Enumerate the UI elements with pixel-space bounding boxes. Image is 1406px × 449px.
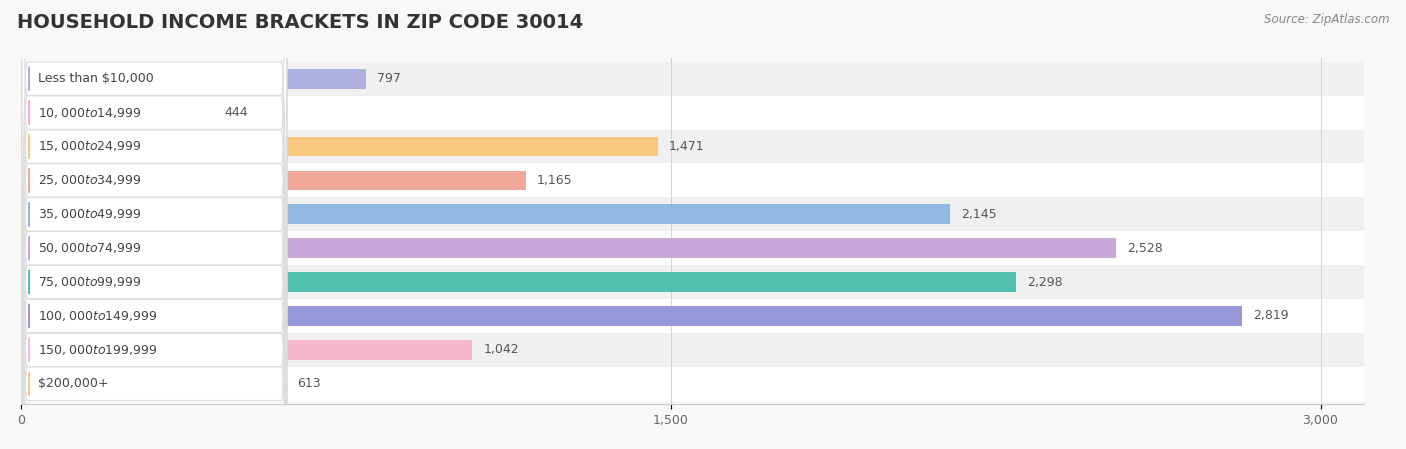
Bar [0,231,1406,265]
Bar [21,306,1241,326]
Bar [0,265,1406,299]
Bar [21,204,950,224]
Text: 1,471: 1,471 [669,140,704,153]
Bar [21,136,658,156]
Bar [0,333,1406,367]
Text: 797: 797 [377,72,401,85]
FancyBboxPatch shape [22,0,287,449]
Text: $10,000 to $14,999: $10,000 to $14,999 [38,106,141,119]
FancyBboxPatch shape [22,0,287,449]
FancyBboxPatch shape [22,0,287,449]
Text: 444: 444 [224,106,247,119]
Bar [0,198,1406,231]
Bar [0,96,1406,130]
Text: $200,000+: $200,000+ [38,377,108,390]
Text: 2,528: 2,528 [1126,242,1163,255]
Bar [21,171,526,190]
Bar [0,163,1406,198]
FancyBboxPatch shape [22,0,287,449]
Text: 2,819: 2,819 [1253,309,1288,322]
FancyBboxPatch shape [22,0,287,449]
FancyBboxPatch shape [22,0,287,449]
Bar [0,130,1406,163]
Text: 613: 613 [298,377,321,390]
Bar [21,340,472,360]
FancyBboxPatch shape [22,0,287,449]
Bar [0,299,1406,333]
Bar [21,103,214,123]
FancyBboxPatch shape [22,0,287,449]
Bar [21,238,1116,258]
Text: $150,000 to $199,999: $150,000 to $199,999 [38,343,157,357]
Text: $35,000 to $49,999: $35,000 to $49,999 [38,207,141,221]
Text: 1,042: 1,042 [484,343,519,357]
Text: $50,000 to $74,999: $50,000 to $74,999 [38,241,141,255]
Text: Less than $10,000: Less than $10,000 [38,72,153,85]
Bar [0,62,1406,96]
Bar [21,69,367,88]
Text: 2,145: 2,145 [962,208,997,221]
Bar [0,367,1406,401]
Text: Source: ZipAtlas.com: Source: ZipAtlas.com [1264,13,1389,26]
Text: $100,000 to $149,999: $100,000 to $149,999 [38,309,157,323]
Text: $25,000 to $34,999: $25,000 to $34,999 [38,173,141,187]
Text: $75,000 to $99,999: $75,000 to $99,999 [38,275,141,289]
Text: $15,000 to $24,999: $15,000 to $24,999 [38,140,141,154]
Text: 2,298: 2,298 [1028,276,1063,289]
Bar [21,272,1017,292]
FancyBboxPatch shape [22,0,287,449]
Text: 1,165: 1,165 [537,174,572,187]
Text: HOUSEHOLD INCOME BRACKETS IN ZIP CODE 30014: HOUSEHOLD INCOME BRACKETS IN ZIP CODE 30… [17,13,583,32]
FancyBboxPatch shape [22,0,287,449]
Bar [21,374,287,394]
